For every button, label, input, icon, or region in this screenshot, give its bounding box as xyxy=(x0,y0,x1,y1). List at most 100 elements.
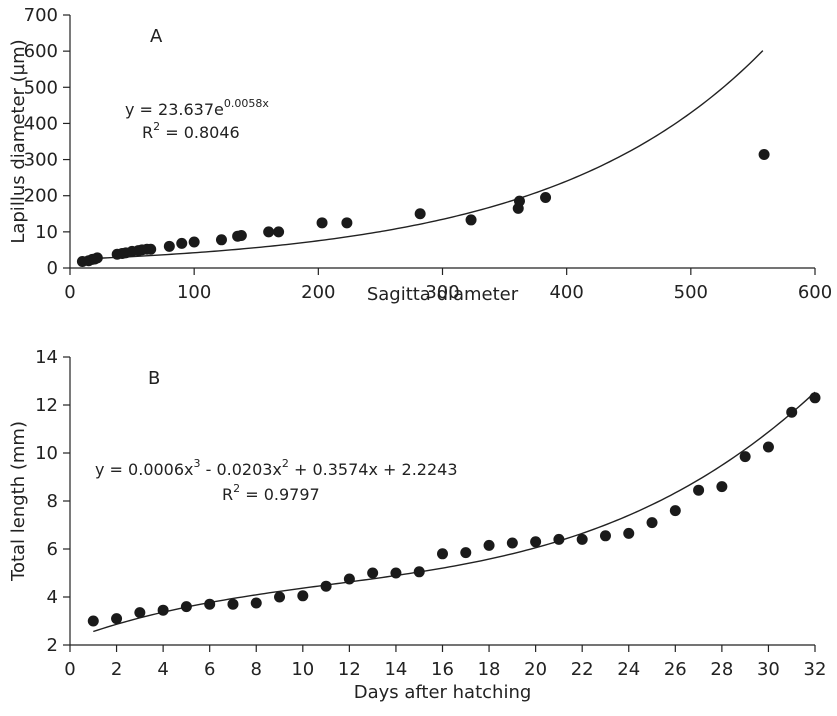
x-tick-label: 22 xyxy=(571,659,594,680)
data-point xyxy=(599,530,611,542)
data-point xyxy=(762,441,774,453)
x-tick-label: 24 xyxy=(617,659,640,680)
equation-exponent: 0.0058x xyxy=(224,97,269,110)
x-tick-label: 500 xyxy=(674,282,708,303)
y-tick-label: 600 xyxy=(24,41,58,62)
x-tick-label: 26 xyxy=(664,659,687,680)
data-point xyxy=(87,615,99,627)
data-point xyxy=(180,601,192,613)
x-tick-label: 10 xyxy=(291,659,314,680)
x-axis-title: Days after hatching xyxy=(354,682,532,703)
data-point xyxy=(809,392,821,404)
data-point xyxy=(227,598,239,610)
data-point xyxy=(134,607,146,619)
equation-base: y = 23.637e xyxy=(125,100,224,119)
x-tick-label: 6 xyxy=(204,659,215,680)
r-squared-value: = 0.9797 xyxy=(240,485,320,504)
data-point xyxy=(157,604,169,616)
y-tick-label: 0 xyxy=(47,258,58,279)
data-point xyxy=(437,548,448,560)
y-tick-label: 12 xyxy=(35,395,58,416)
data-point xyxy=(250,597,262,609)
trend-equation: y = 0.0006x3 - 0.0203x2 + 0.3574x + 2.22… xyxy=(95,457,458,479)
data-point xyxy=(413,566,425,578)
equation-exponent: 2 xyxy=(282,457,289,470)
x-tick-label: 16 xyxy=(431,659,454,680)
data-point xyxy=(297,590,309,602)
x-tick-label: 200 xyxy=(301,282,335,303)
x-tick-label: 2 xyxy=(111,659,122,680)
data-point xyxy=(716,481,728,493)
y-axis-title: Lapillus diameter (µm) xyxy=(8,39,29,243)
y-tick-label: 700 xyxy=(24,5,58,26)
data-point xyxy=(235,229,247,241)
r-squared-base: R xyxy=(222,485,233,504)
x-tick-label: 300 xyxy=(425,282,459,303)
data-point xyxy=(367,567,379,579)
equation-term: + 0.3574x + 2.2243 xyxy=(289,460,458,479)
r-squared-exponent: 2 xyxy=(233,482,240,495)
chart-panel-a: 0 100 200 300 400 500 600 0 10 200 300 400 500 600 700… xyxy=(8,5,832,305)
data-point xyxy=(623,527,635,539)
data-point xyxy=(506,537,518,549)
equation-exponent: 3 xyxy=(194,457,201,470)
x-tick-label: 100 xyxy=(177,282,211,303)
chart-panel-b: 0 2 4 6 8 10 12 14 16 18 20 22 24 26 28 30 322468101214D… xyxy=(8,347,826,703)
x-tick-label: 8 xyxy=(251,659,262,680)
r-squared-exponent: 2 xyxy=(153,120,160,133)
data-point xyxy=(460,547,472,559)
data-point xyxy=(693,484,705,496)
data-point xyxy=(646,517,658,529)
data-point xyxy=(390,567,402,579)
y-tick-label: 2 xyxy=(47,635,58,656)
data-point xyxy=(341,217,353,229)
panel-label: A xyxy=(150,26,163,47)
data-point xyxy=(530,536,542,548)
y-tick-label: 8 xyxy=(47,491,58,512)
x-tick-label: 28 xyxy=(710,659,733,680)
y-tick-label: 4 xyxy=(47,587,58,608)
data-point xyxy=(273,226,285,238)
x-tick-label: 14 xyxy=(384,659,407,680)
trendline xyxy=(93,391,816,633)
x-tick-label: 18 xyxy=(478,659,501,680)
equation-term: - 0.0203x xyxy=(201,460,282,479)
x-tick-label: 32 xyxy=(804,659,827,680)
data-point xyxy=(739,451,751,463)
trendline xyxy=(82,50,764,260)
data-point xyxy=(540,192,552,204)
y-axis-title: Total length (mm) xyxy=(8,421,29,582)
y-tick-label: 400 xyxy=(24,113,58,134)
x-tick-label: 4 xyxy=(157,659,168,680)
y-tick-label: 6 xyxy=(47,539,58,560)
equation-term: y = 0.0006x xyxy=(95,460,194,479)
x-tick-label: 0 xyxy=(64,659,75,680)
data-point xyxy=(176,237,188,249)
data-point xyxy=(576,533,588,545)
data-point xyxy=(513,195,525,207)
x-tick-label: 20 xyxy=(524,659,547,680)
data-point xyxy=(786,406,798,418)
data-point xyxy=(188,236,200,248)
r-squared: R2 = 0.8046 xyxy=(142,120,240,142)
data-point xyxy=(163,240,175,252)
data-point xyxy=(758,149,770,161)
y-tick-label: 300 xyxy=(24,150,58,171)
data-point xyxy=(320,580,332,592)
r-squared-value: = 0.8046 xyxy=(160,123,240,142)
r-squared-base: R xyxy=(142,123,153,142)
data-point xyxy=(414,208,426,220)
data-point xyxy=(263,226,275,238)
y-tick-label: 500 xyxy=(24,77,58,98)
data-point xyxy=(669,505,681,517)
r-squared: R2 = 0.9797 xyxy=(222,482,320,504)
data-point xyxy=(483,539,495,551)
x-tick-label: 0 xyxy=(64,282,75,303)
data-point xyxy=(465,214,477,226)
y-tick-label: 10 xyxy=(35,222,58,243)
x-axis-title: Sagitta diameter xyxy=(367,284,519,305)
data-point xyxy=(215,234,227,246)
x-tick-label: 400 xyxy=(549,282,583,303)
